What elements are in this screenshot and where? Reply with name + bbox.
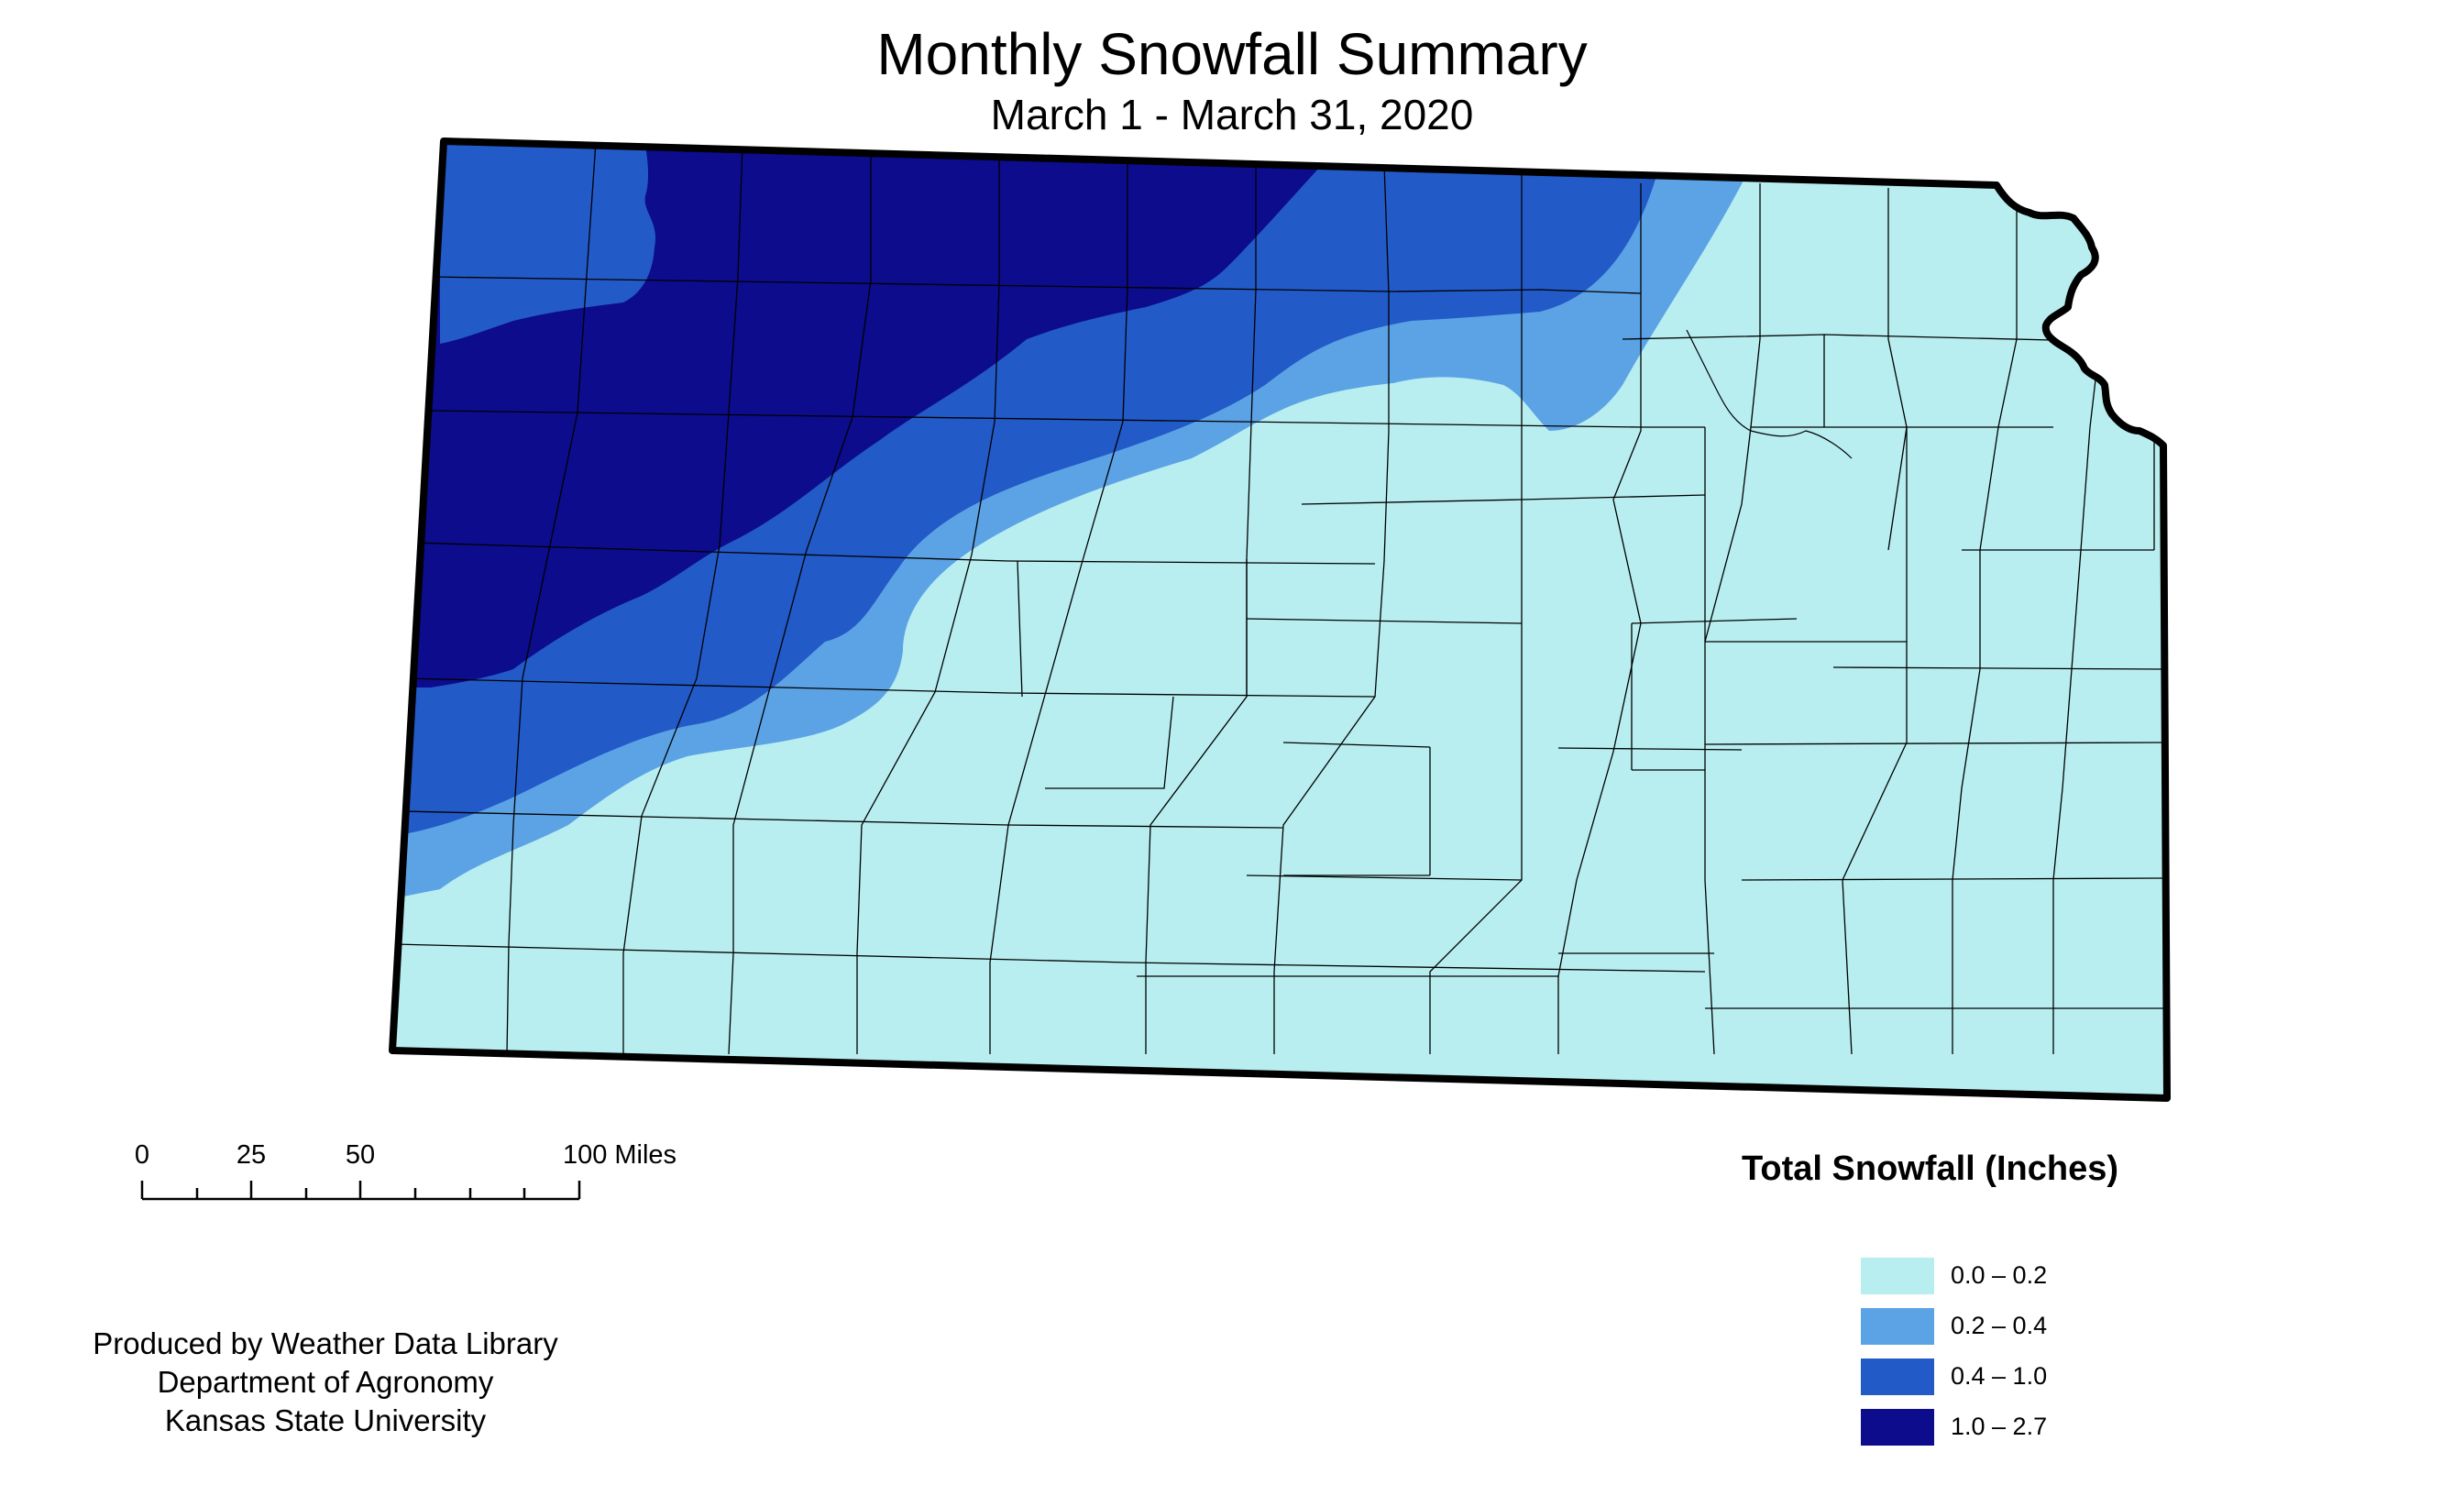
- legend-swatch: [1861, 1258, 1934, 1294]
- river-line: [1686, 329, 1853, 459]
- scale-label-0: 0: [134, 1140, 150, 1170]
- legend-swatch: [1861, 1358, 1934, 1395]
- legend-label: 0.2 – 0.4: [1951, 1312, 2048, 1339]
- credit-line: Produced by Weather Data Library: [93, 1326, 558, 1360]
- legend-label: 1.0 – 2.7: [1951, 1413, 2048, 1440]
- credit-line: Kansas State University: [164, 1403, 487, 1437]
- credits: Produced by Weather Data Library Departm…: [18, 1325, 632, 1440]
- map-title: Monthly Snowfall Summary: [876, 21, 1588, 87]
- scale-label-50: 50: [345, 1140, 376, 1170]
- scale-bar: [140, 1181, 581, 1201]
- legend-swatch: [1861, 1308, 1934, 1345]
- scale-label-100-miles: 100 Miles: [562, 1140, 677, 1170]
- zone-0.4-1.0-nw: [440, 141, 656, 344]
- legend-label: 0.0 – 0.2: [1951, 1261, 2048, 1289]
- credit-line: Department of Agronomy: [157, 1365, 494, 1399]
- map-subtitle: March 1 - March 31, 2020: [990, 91, 1474, 138]
- snowfall-zones: [392, 141, 2167, 1098]
- scale-label-25: 25: [236, 1140, 267, 1170]
- county-lines: [393, 141, 2164, 1055]
- legend-swatch: [1861, 1409, 1934, 1446]
- state-border: [389, 138, 2171, 1102]
- legend-title: Total Snowfall (Inches): [1742, 1150, 2118, 1188]
- legend-label: 0.4 – 1.0: [1951, 1362, 2048, 1390]
